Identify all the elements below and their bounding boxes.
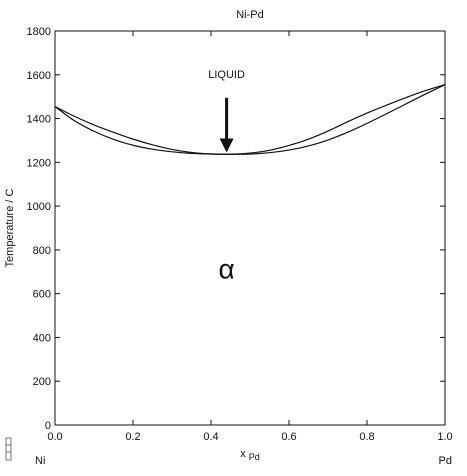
y-tick-label: 0: [45, 420, 51, 432]
x-tick-label: 1.0: [437, 431, 452, 443]
alpha-region-label: α: [219, 253, 235, 284]
left-endpoint-label: Ni: [35, 455, 45, 467]
right-endpoint-label: Pd: [439, 455, 452, 467]
y-tick-label: 1000: [27, 201, 51, 213]
liquid-region-label: LIQUID: [208, 69, 245, 81]
arrow-head: [219, 138, 234, 153]
y-tick-label: 200: [33, 376, 51, 388]
y-tick-label: 1800: [27, 26, 51, 38]
x-axis-label-subscript: Pd: [249, 452, 260, 462]
chart-title: Ni-Pd: [236, 9, 264, 21]
y-tick-label: 800: [33, 245, 51, 257]
corner-mark-icon: [5, 437, 12, 461]
y-tick-label: 400: [33, 332, 51, 344]
phase-boundary-lines: [54, 84, 446, 155]
x-axis-label: x Pd: [240, 448, 260, 462]
y-axis-ticks: 0 200 400 600 800 1000 1200 1400 1600 1800: [27, 26, 445, 432]
y-tick-label: 600: [33, 289, 51, 301]
x-axis-ticks: 0.0 0.2 0.4 0.6 0.8 1.0: [47, 31, 453, 443]
x-tick-label: 0.2: [125, 431, 140, 443]
y-tick-label: 1200: [27, 157, 51, 169]
x-tick-label: 0.6: [281, 431, 296, 443]
x-tick-label: 0.4: [203, 431, 218, 443]
phase-boundary-line-1: [54, 84, 446, 155]
y-tick-label: 1600: [27, 70, 51, 82]
x-tick-label: 0.0: [47, 431, 62, 443]
y-tick-label: 1400: [27, 114, 51, 126]
plot-area-frame: [54, 30, 446, 426]
phase-boundary-line-2: [54, 84, 446, 155]
y-axis-label: Temperature / C: [4, 189, 16, 268]
x-axis-label-main: x: [240, 448, 246, 460]
x-tick-label: 0.8: [359, 431, 374, 443]
